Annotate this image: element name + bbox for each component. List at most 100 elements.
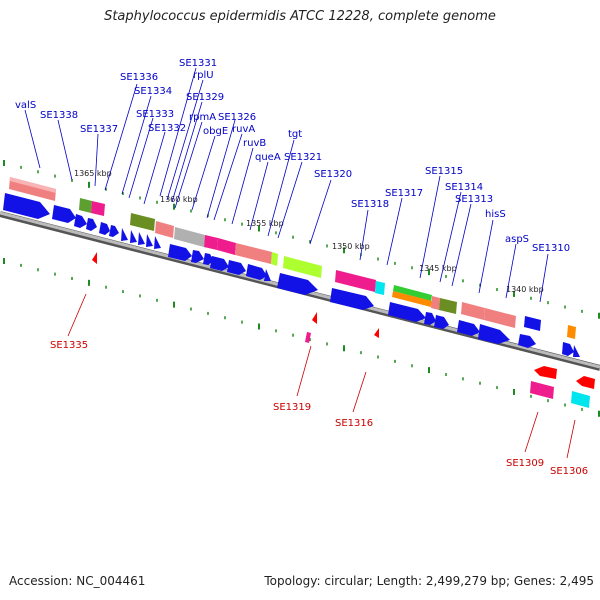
cog-bar <box>217 238 236 255</box>
gene-label-SE1338: SE1338 <box>40 110 78 121</box>
scale-label: 1340 kbp <box>506 285 544 294</box>
forward-gene-arrow <box>191 250 204 263</box>
cog-bar <box>439 298 457 314</box>
reverse-genes <box>92 252 595 389</box>
cog-bar <box>571 391 590 408</box>
reverse-labels: SE1335 SE1319 SE1316 SE1309 SE1306 <box>50 340 588 477</box>
gene-label-ruvA: ruvA <box>232 124 255 135</box>
cog-bar <box>271 252 278 266</box>
forward-gene-arrow <box>121 228 128 241</box>
scale-label: 1365 kbp <box>74 169 112 178</box>
cog-features <box>9 177 590 408</box>
cog-bar <box>305 332 311 343</box>
scale-label: 1345 kbp <box>419 264 457 273</box>
gene-label-SE1320: SE1320 <box>314 169 352 180</box>
forward-labels: valS SE1338 SE1337 SE1336 SE1334 SE1333 … <box>15 58 570 254</box>
forward-gene-arrow <box>146 234 153 247</box>
forward-gene-arrow <box>562 342 574 356</box>
cog-bar <box>174 227 205 247</box>
gene-label-SE1316: SE1316 <box>335 418 373 429</box>
gene-label-SE1336: SE1336 <box>120 72 158 83</box>
gene-label-queA: queA <box>255 152 281 163</box>
gene-label-SE1319: SE1319 <box>273 402 311 413</box>
forward-gene-arrow <box>457 320 480 336</box>
reverse-gene-arrow <box>92 252 97 264</box>
cog-bar <box>283 256 322 278</box>
cog-bar <box>484 308 516 328</box>
gene-label-valS: valS <box>15 100 36 111</box>
forward-gene-arrow <box>168 244 192 261</box>
gene-label-SE1331: SE1331 <box>179 58 217 69</box>
gene-label-rpmA: rpmA <box>189 112 216 123</box>
forward-gene-arrow <box>277 273 318 295</box>
scale-label: 1350 kbp <box>332 242 370 251</box>
forward-gene-arrow <box>573 345 580 357</box>
gene-label-SE1313: SE1313 <box>455 194 493 205</box>
gene-label-SE1334: SE1334 <box>134 86 172 97</box>
cog-bar <box>431 296 440 310</box>
gene-label-SE1321: SE1321 <box>284 152 322 163</box>
gene-label-aspS: aspS <box>505 234 529 245</box>
forward-gene-arrow <box>86 218 97 231</box>
gene-label-hisS: hisS <box>485 209 506 220</box>
cog-bar <box>392 291 432 307</box>
cog-bar <box>91 201 105 216</box>
reverse-gene-arrow <box>534 366 557 379</box>
forward-gene-arrow <box>227 260 246 275</box>
forward-genes <box>3 193 580 357</box>
forward-gene-arrow <box>330 288 374 310</box>
reverse-gene-arrow <box>374 328 379 338</box>
forward-gene-arrow <box>264 269 271 281</box>
forward-gene-arrow <box>138 232 145 245</box>
cog-bar <box>375 281 385 295</box>
gene-label-SE1329: SE1329 <box>186 92 224 103</box>
forward-gene-arrow <box>3 193 50 219</box>
gene-label-SE1314: SE1314 <box>445 182 483 193</box>
map-title: Staphylococcus epidermidis ATCC 12228, c… <box>104 9 496 24</box>
reverse-leader-lines <box>67 293 576 459</box>
cog-bar <box>204 235 218 250</box>
forward-gene-arrow <box>130 230 137 243</box>
forward-leader-lines <box>24 67 549 303</box>
cog-bar <box>335 270 376 292</box>
forward-gene-arrow <box>52 205 76 223</box>
scale-ticks <box>3 160 600 417</box>
cog-bar <box>567 325 576 339</box>
forward-gene-arrow <box>478 324 510 344</box>
forward-gene-arrow <box>74 214 87 228</box>
gene-label-SE1335: SE1335 <box>50 340 88 351</box>
forward-gene-arrow <box>424 312 436 325</box>
cog-bar <box>79 198 92 213</box>
forward-gene-arrow <box>518 334 536 348</box>
gene-label-rplU: rplU <box>193 70 214 81</box>
gene-label-SE1332: SE1332 <box>148 123 186 134</box>
gene-label-SE1337: SE1337 <box>80 124 118 135</box>
gene-label-SE1333: SE1333 <box>136 109 174 120</box>
cog-bar <box>235 243 272 264</box>
gene-label-SE1309: SE1309 <box>506 458 544 469</box>
forward-gene-arrow <box>388 302 426 322</box>
gene-label-SE1310: SE1310 <box>532 243 570 254</box>
cog-bar <box>393 285 432 301</box>
scale-label: 1355 kbp <box>246 219 284 228</box>
cog-bar <box>130 213 155 231</box>
forward-gene-arrow <box>109 225 119 237</box>
reverse-gene-arrow <box>312 312 317 324</box>
gene-label-obgE: obgE <box>203 126 228 137</box>
reverse-gene-arrow <box>576 376 595 389</box>
scale-label: 1360 kbp <box>160 195 198 204</box>
accession-text: Accession: NC_004461 <box>9 574 146 588</box>
gene-label-tgt: tgt <box>288 129 302 140</box>
forward-gene-arrow <box>434 315 449 329</box>
cog-bar <box>155 221 174 238</box>
gene-label-SE1318: SE1318 <box>351 199 389 210</box>
gene-label-SE1317: SE1317 <box>385 188 423 199</box>
gene-label-SE1326: SE1326 <box>218 112 256 123</box>
gene-label-ruvB: ruvB <box>243 138 266 149</box>
cog-bar <box>461 302 485 320</box>
forward-gene-arrow <box>99 222 110 235</box>
cog-bar <box>9 177 56 201</box>
gene-label-SE1315: SE1315 <box>425 166 463 177</box>
forward-gene-arrow <box>524 316 541 331</box>
